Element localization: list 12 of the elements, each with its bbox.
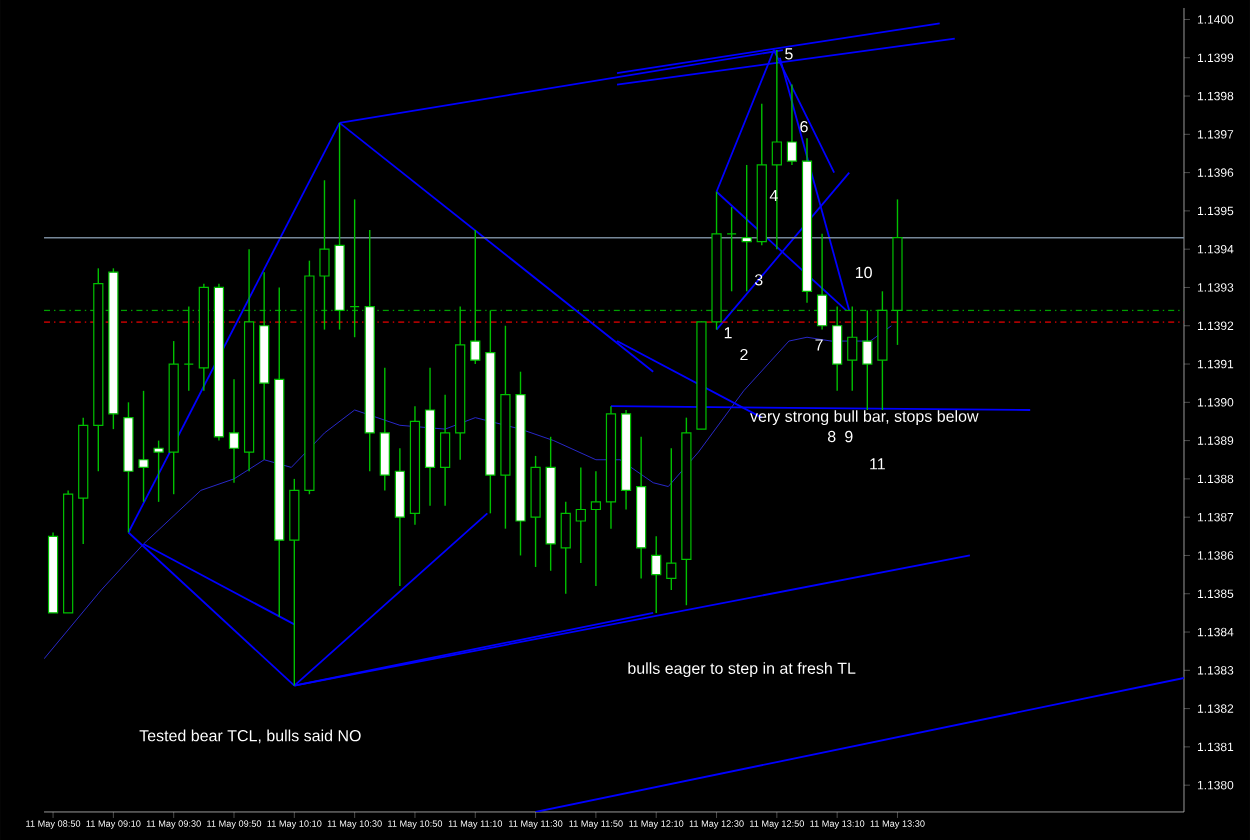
- annotation: 8: [827, 430, 836, 443]
- annotation: bulls eager to step in at fresh TL: [628, 662, 856, 678]
- annotation: 9: [845, 430, 853, 443]
- annotation: 1: [724, 327, 732, 339]
- annotation: 6: [800, 121, 808, 133]
- annotation: 10: [855, 266, 872, 279]
- annotation: 11: [870, 458, 885, 470]
- annotation: 7: [815, 339, 823, 351]
- annotation: Tested bear TCL, bulls said NO: [139, 729, 361, 744]
- annotation: 2: [740, 348, 748, 361]
- annotation: very strong bull bar, stops below: [750, 410, 979, 426]
- annotation: 5: [785, 48, 793, 60]
